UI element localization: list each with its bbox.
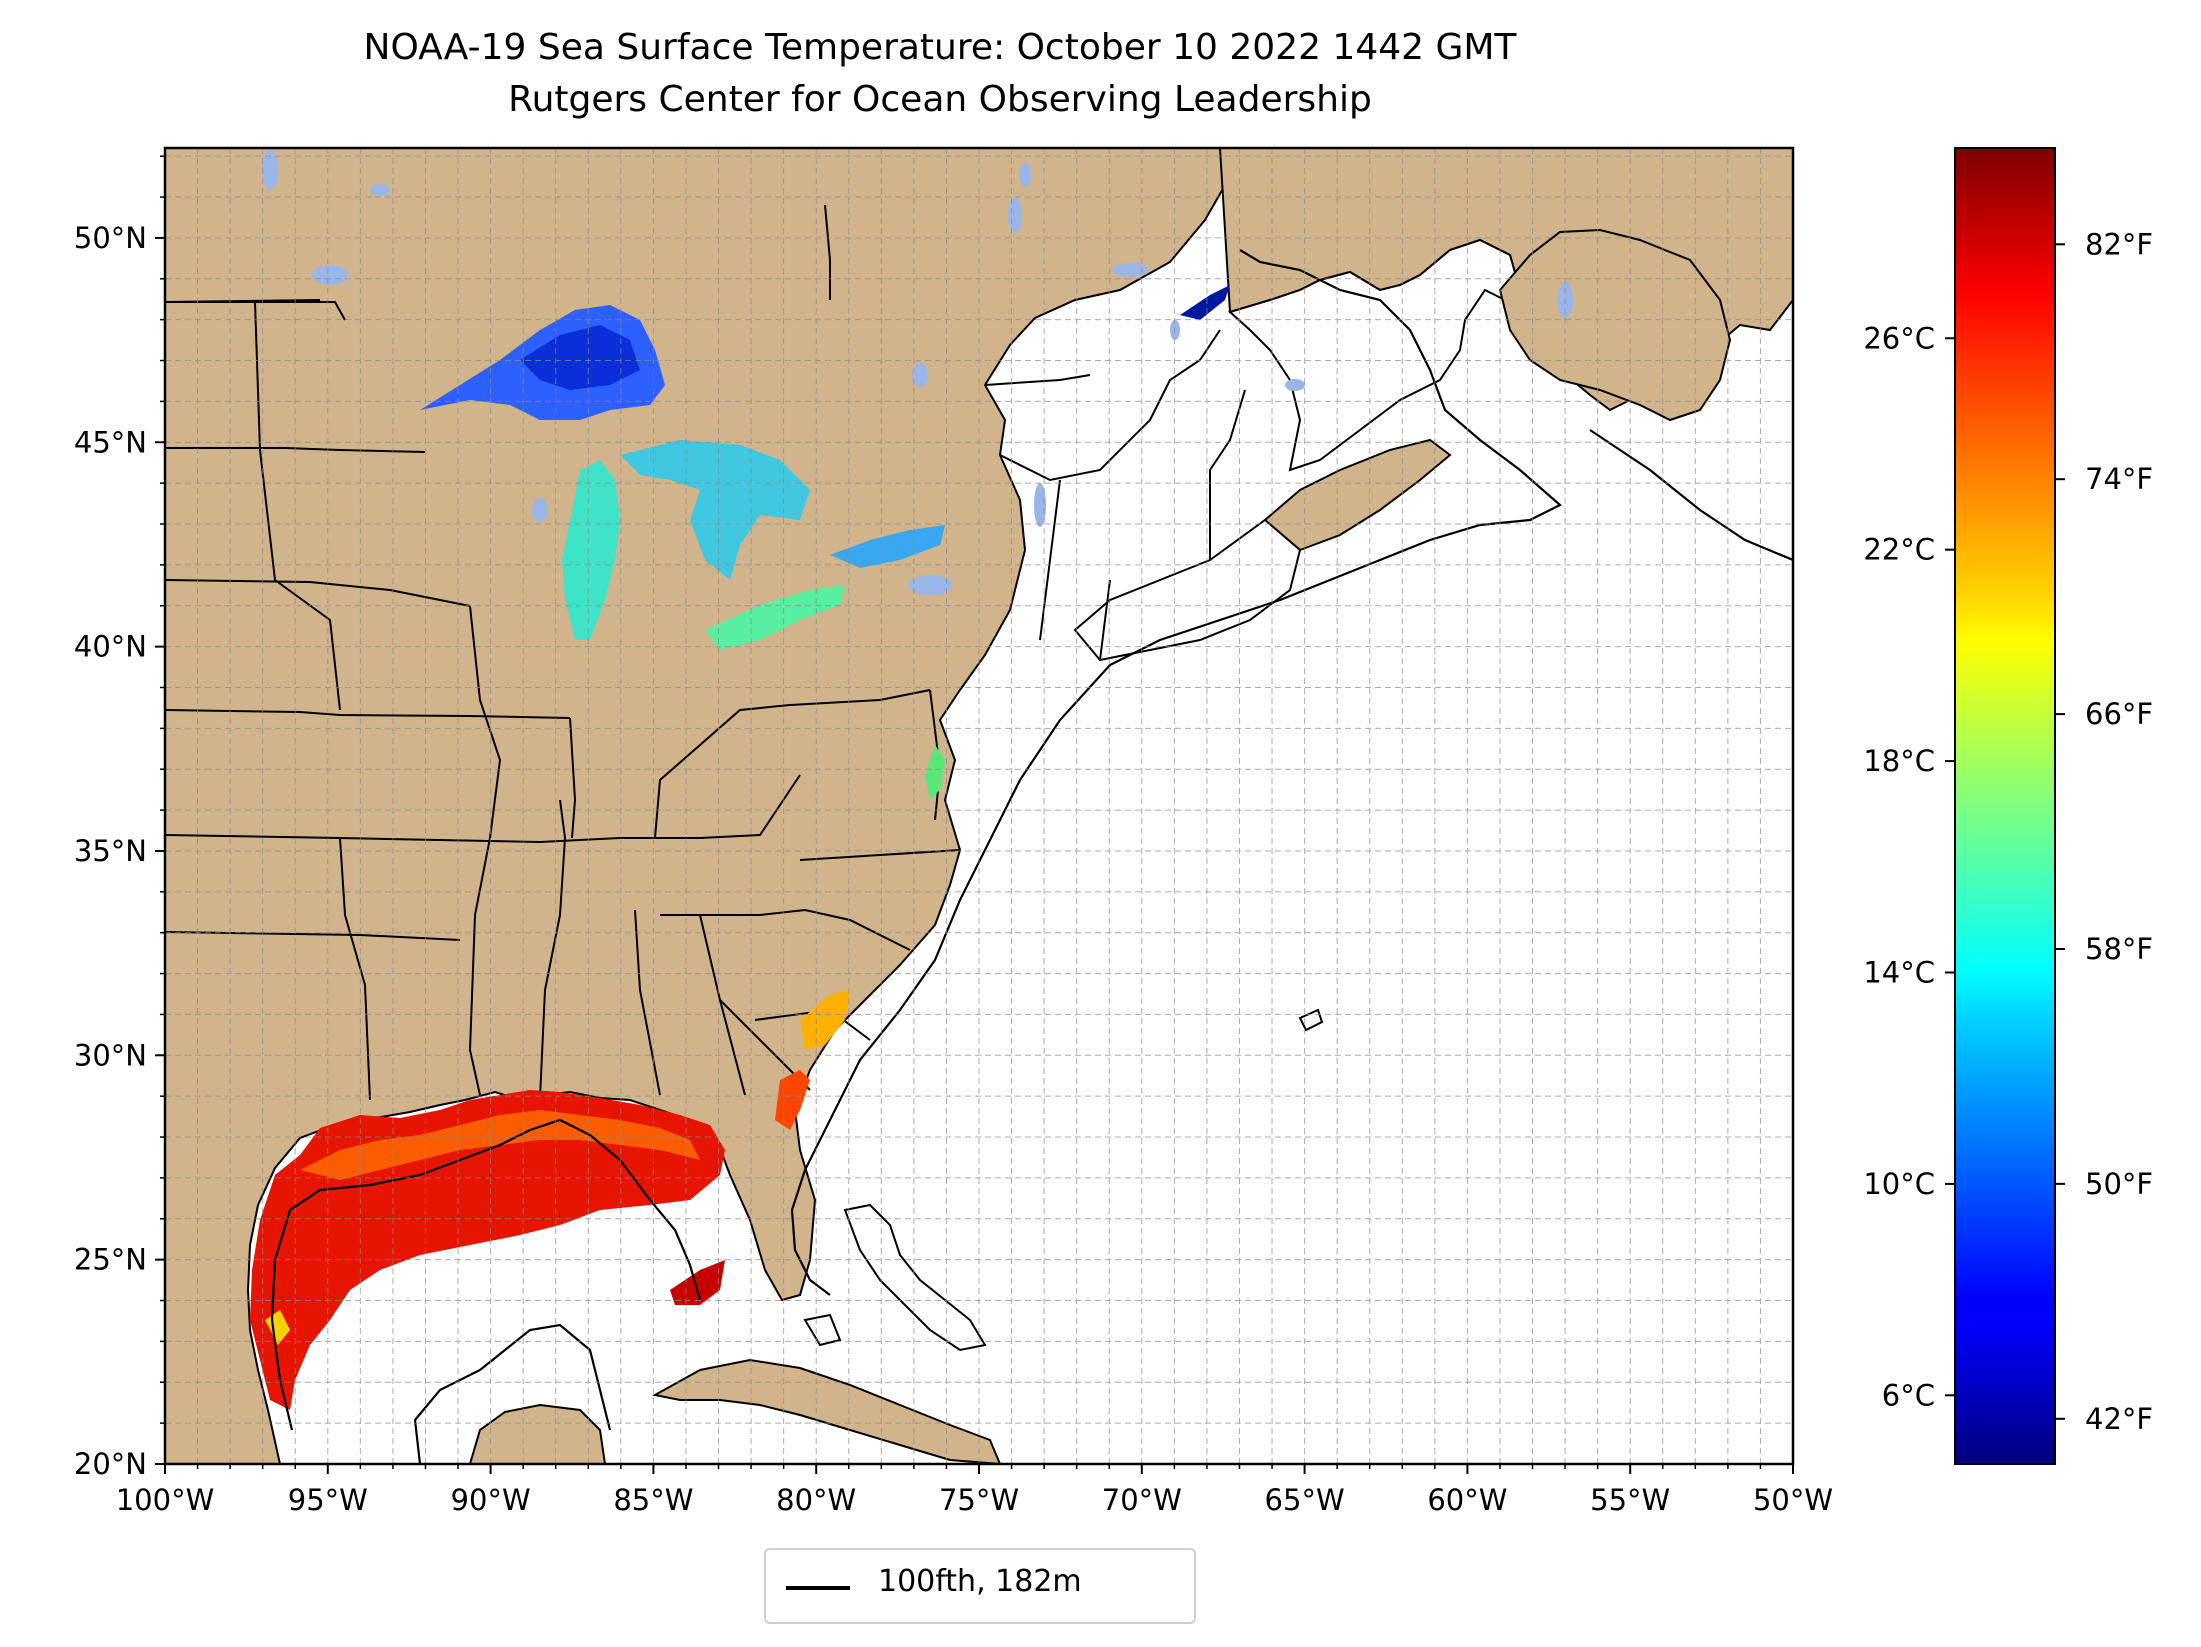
lon-tick-label: 55°W — [1590, 1483, 1670, 1517]
contour-100fth-yucatan — [413, 1323, 612, 1464]
map-gridlines — [165, 148, 1793, 1464]
lake-huron-sst — [620, 440, 810, 580]
colorbar-c-label: 26°C — [1863, 321, 1935, 355]
lon-tick-label: 70°W — [1102, 1483, 1182, 1517]
colorbar-fahrenheit-axis: 42°F 50°F 58°F 66°F 74°F 82°F — [2055, 227, 2153, 1436]
colorbar-f-label: 50°F — [2085, 1167, 2153, 1201]
lake-superior-dark — [520, 325, 640, 390]
land-nova-scotia — [1263, 438, 1452, 552]
lat-tick-label: 25°N — [74, 1243, 147, 1277]
bahamas-small-2 — [1298, 1008, 1324, 1032]
longitude-axis: 100°W 95°W 90°W 85°W 80°W 75°W 70°W 65°W 60°W 55°… — [116, 1464, 1833, 1517]
lat-tick-label: 20°N — [74, 1447, 147, 1481]
lon-tick-label: 60°W — [1427, 1483, 1507, 1517]
colorbar-f-label: 74°F — [2085, 462, 2153, 496]
lon-tick-label: 75°W — [939, 1483, 1019, 1517]
lat-tick-label: 35°N — [74, 834, 147, 868]
lon-tick-label: 90°W — [451, 1483, 531, 1517]
contour-100fth-grand-banks — [1589, 429, 1793, 562]
gulf-st-lawrence — [1228, 238, 1522, 472]
colorbar-f-label: 58°F — [2085, 932, 2153, 966]
st-lawrence-estuary-sst — [1180, 285, 1230, 320]
colorbar-f-label: 42°F — [2085, 1402, 2153, 1436]
bahamas-small-1 — [803, 1313, 842, 1347]
atlantic-sst-georgia — [800, 990, 850, 1050]
colorbar-c-label: 10°C — [1863, 1167, 1935, 1201]
gulf-sst-loop — [670, 1260, 725, 1305]
land-yucatan — [468, 1403, 607, 1464]
lake-michigan-sst — [562, 460, 620, 640]
colorbar-c-label: 18°C — [1863, 744, 1935, 778]
lon-tick-label: 50°W — [1753, 1483, 1833, 1517]
colorbar-f-label: 82°F — [2085, 227, 2153, 261]
map-title: NOAA-19 Sea Surface Temperature: October… — [363, 27, 1517, 68]
legend-contour-swatch — [786, 1586, 850, 1590]
lon-tick-label: 95°W — [288, 1483, 368, 1517]
colorbar — [1954, 147, 2056, 1465]
lat-tick-label: 50°N — [74, 221, 147, 255]
lat-tick-label: 45°N — [74, 425, 147, 459]
colorbar-c-label: 14°C — [1863, 955, 1935, 989]
legend-contour-label: 100fth, 182m — [878, 1564, 1082, 1599]
contour-100fth-gulf — [270, 1118, 702, 1431]
lat-tick-label: 30°N — [74, 1038, 147, 1072]
colorbar-c-label: 6°C — [1882, 1378, 1935, 1412]
chesapeake-sst — [925, 745, 945, 800]
lake-erie-sst — [705, 585, 845, 650]
inland-lakes — [262, 150, 1573, 595]
lake-ontario-sst — [830, 525, 945, 568]
contour-100fth — [790, 249, 1562, 1296]
map-subtitle: Rutgers Center for Ocean Observing Leade… — [508, 79, 1372, 120]
latitude-axis: 20°N 25°N 30°N 35°N 40°N 45°N 50°N — [74, 155, 165, 1481]
colorbar-f-label: 66°F — [2085, 697, 2153, 731]
lat-tick-label: 40°N — [74, 630, 147, 664]
lon-tick-label: 65°W — [1265, 1483, 1345, 1517]
legend: 100fth, 182m — [764, 1548, 1196, 1624]
bahamas-shelf — [843, 1203, 987, 1352]
atlantic-sst-florida — [775, 1070, 810, 1130]
land-newfoundland — [1498, 228, 1732, 422]
lon-tick-label: 85°W — [613, 1483, 693, 1517]
colorbar-c-label: 22°C — [1863, 533, 1935, 567]
colorbar-celsius-axis: 6°C 10°C 14°C 18°C 22°C 26°C — [1863, 321, 1955, 1412]
lon-tick-label: 80°W — [776, 1483, 856, 1517]
lon-tick-label: 100°W — [116, 1483, 215, 1517]
